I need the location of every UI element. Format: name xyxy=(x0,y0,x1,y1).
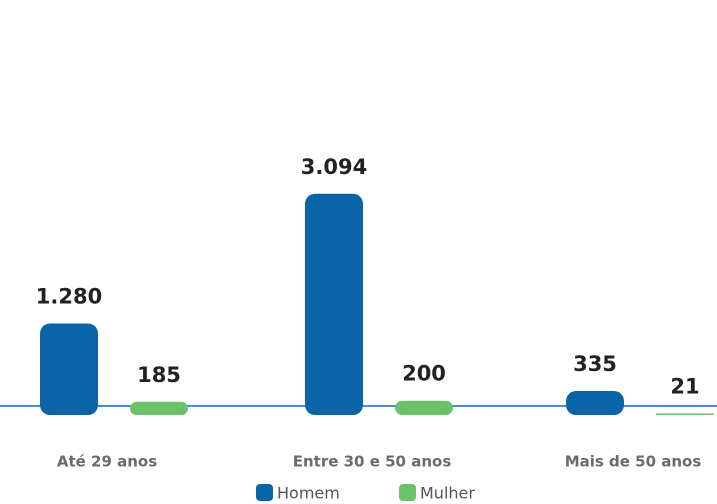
x-tick-label: Mais de 50 anos xyxy=(565,453,702,471)
data-label: 335 xyxy=(573,352,617,376)
bar xyxy=(566,391,624,415)
bar xyxy=(656,413,714,415)
data-label: 200 xyxy=(402,362,446,386)
x-tick-label: Entre 30 e 50 anos xyxy=(293,453,452,471)
legend-label: Homem xyxy=(277,484,340,503)
data-label: 21 xyxy=(670,374,699,398)
legend-label: Mulher xyxy=(420,484,475,503)
data-label: 1.280 xyxy=(36,284,102,308)
bar xyxy=(130,401,188,415)
legend-swatch xyxy=(256,484,273,501)
x-tick-label: Até 29 anos xyxy=(57,453,157,471)
bar xyxy=(395,400,453,415)
data-label: 185 xyxy=(137,363,181,387)
bar xyxy=(305,193,363,415)
legend-swatch xyxy=(399,484,416,501)
data-label: 3.094 xyxy=(301,155,367,179)
bar xyxy=(40,323,98,415)
